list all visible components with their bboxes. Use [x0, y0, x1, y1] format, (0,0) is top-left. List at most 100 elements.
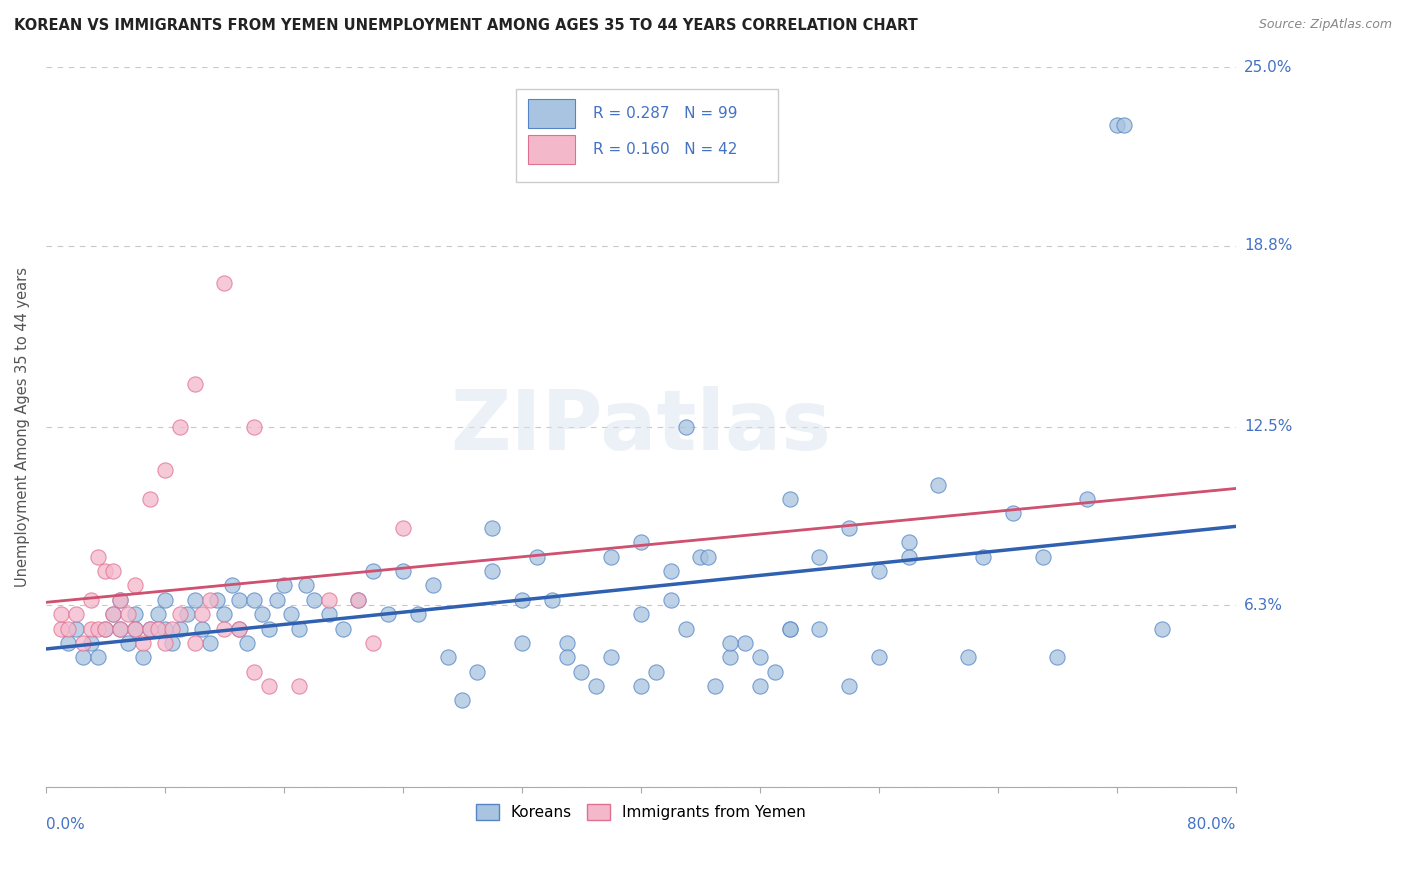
Text: ZIPatlas: ZIPatlas — [450, 386, 831, 467]
Point — [221, 578, 243, 592]
Point — [124, 607, 146, 621]
Point — [228, 622, 250, 636]
Point — [392, 521, 415, 535]
Point — [87, 650, 110, 665]
Point — [146, 607, 169, 621]
Point — [79, 622, 101, 636]
Point — [169, 622, 191, 636]
Point — [228, 622, 250, 636]
Point — [451, 693, 474, 707]
Point — [101, 607, 124, 621]
Point — [110, 592, 132, 607]
Text: 25.0%: 25.0% — [1244, 60, 1292, 75]
Point — [280, 607, 302, 621]
Point — [972, 549, 994, 564]
Point — [1046, 650, 1069, 665]
Point — [214, 607, 236, 621]
Point — [273, 578, 295, 592]
Point — [689, 549, 711, 564]
Point — [191, 622, 214, 636]
Point — [779, 622, 801, 636]
Point — [510, 592, 533, 607]
Point — [361, 564, 384, 578]
Point — [332, 622, 354, 636]
Point — [361, 636, 384, 650]
Point — [110, 622, 132, 636]
Point — [555, 636, 578, 650]
Point — [94, 564, 117, 578]
Point — [176, 607, 198, 621]
Point — [266, 592, 288, 607]
Point — [763, 665, 786, 679]
Text: 18.8%: 18.8% — [1244, 238, 1292, 253]
Text: 0.0%: 0.0% — [46, 817, 84, 832]
Point — [1114, 118, 1136, 132]
Point — [838, 679, 860, 693]
Point — [734, 636, 756, 650]
Point — [1076, 491, 1098, 506]
Point — [124, 622, 146, 636]
Point — [675, 420, 697, 434]
Point — [183, 592, 205, 607]
Point — [377, 607, 399, 621]
Point — [124, 578, 146, 592]
Point — [718, 650, 741, 665]
Point — [236, 636, 259, 650]
Point — [555, 650, 578, 665]
Point — [146, 622, 169, 636]
Point — [214, 276, 236, 290]
Point — [779, 491, 801, 506]
FancyBboxPatch shape — [527, 136, 575, 164]
Point — [927, 477, 949, 491]
Point — [600, 549, 623, 564]
Point — [392, 564, 415, 578]
Point — [295, 578, 318, 592]
Point — [838, 521, 860, 535]
Point — [110, 592, 132, 607]
Point — [65, 607, 87, 621]
Point — [347, 592, 370, 607]
Text: Source: ZipAtlas.com: Source: ZipAtlas.com — [1258, 18, 1392, 31]
Point — [630, 679, 652, 693]
Point — [250, 607, 273, 621]
Point — [868, 650, 890, 665]
Legend: Koreans, Immigrants from Yemen: Koreans, Immigrants from Yemen — [470, 797, 813, 826]
Point — [117, 607, 139, 621]
Point — [117, 636, 139, 650]
Point — [868, 564, 890, 578]
Point — [153, 622, 176, 636]
Point — [696, 549, 718, 564]
Point — [183, 636, 205, 650]
Point — [79, 592, 101, 607]
Point — [481, 521, 503, 535]
Point — [49, 607, 72, 621]
Point — [124, 622, 146, 636]
Point — [169, 607, 191, 621]
Point — [205, 592, 228, 607]
Point — [214, 622, 236, 636]
Point — [243, 420, 266, 434]
Point — [153, 463, 176, 477]
Point — [540, 592, 562, 607]
Point — [659, 592, 682, 607]
Point — [243, 592, 266, 607]
Point — [162, 636, 184, 650]
Point — [481, 564, 503, 578]
Point — [318, 607, 340, 621]
Point — [526, 549, 548, 564]
Point — [1031, 549, 1053, 564]
Point — [1150, 622, 1173, 636]
Point — [49, 622, 72, 636]
Point — [65, 622, 87, 636]
Text: 80.0%: 80.0% — [1188, 817, 1236, 832]
Point — [585, 679, 607, 693]
Point — [162, 622, 184, 636]
Point — [288, 679, 311, 693]
Point — [139, 622, 162, 636]
Point — [87, 549, 110, 564]
Point — [243, 665, 266, 679]
Point — [1105, 118, 1128, 132]
Point — [153, 592, 176, 607]
Point — [436, 650, 458, 665]
Point — [748, 650, 770, 665]
